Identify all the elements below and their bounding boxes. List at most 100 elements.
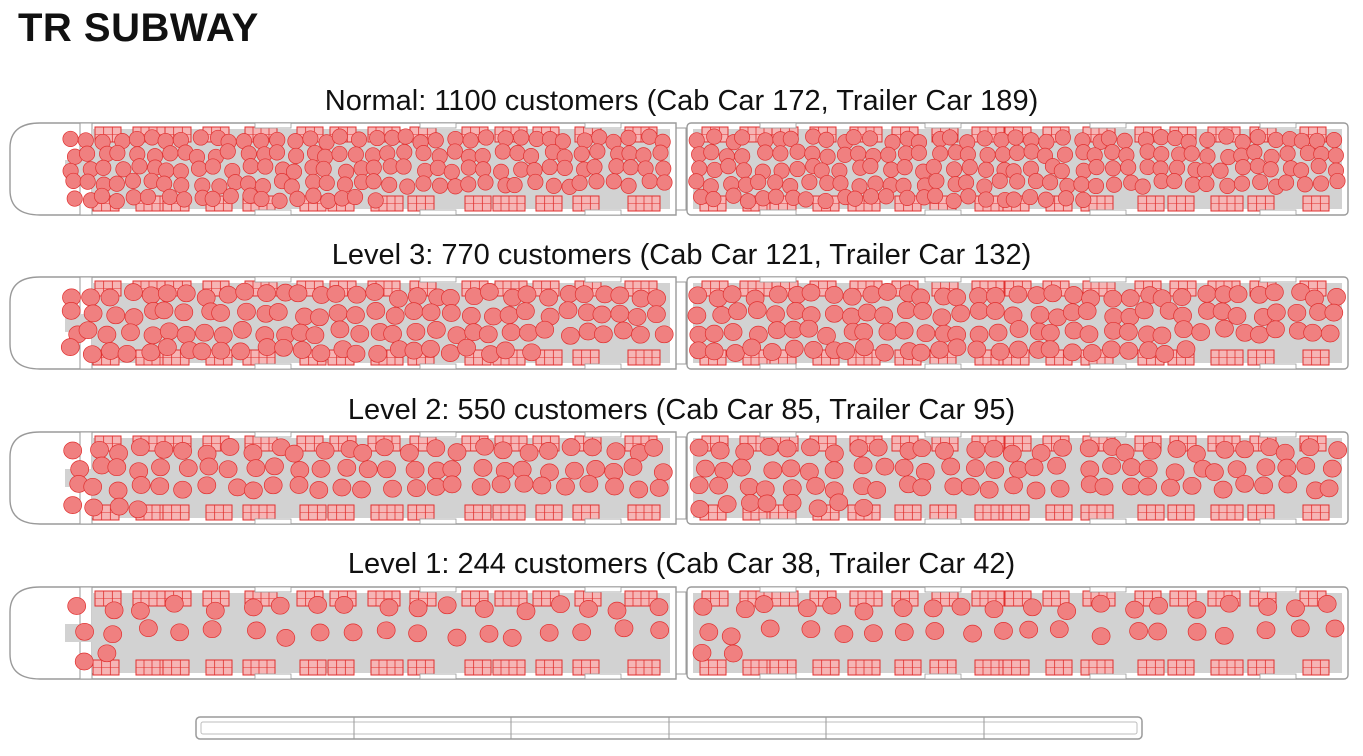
passenger-marker [527, 173, 544, 190]
passenger-marker [158, 338, 177, 356]
passenger-marker [741, 494, 760, 512]
passenger-marker [1212, 162, 1229, 179]
passenger-marker [1191, 323, 1211, 341]
passenger-marker [1153, 129, 1170, 146]
passenger-marker [849, 439, 869, 457]
passenger-marker [473, 459, 493, 477]
passenger-marker [270, 596, 290, 615]
door-bottom [419, 363, 457, 370]
passenger-marker [446, 143, 464, 160]
passenger-marker [579, 474, 599, 493]
passenger-marker [350, 131, 368, 148]
passenger-marker [310, 623, 330, 642]
passenger-marker [878, 188, 895, 205]
passenger-marker [108, 481, 128, 500]
passenger-marker [79, 173, 96, 190]
seat-group [1137, 659, 1165, 676]
passenger-marker [496, 341, 515, 360]
passenger-marker [689, 341, 708, 360]
passenger-marker [1215, 319, 1234, 338]
passenger-marker [1009, 320, 1029, 338]
passenger-marker [842, 287, 862, 306]
passenger-marker [1004, 476, 1023, 495]
passenger-marker [709, 476, 728, 495]
passenger-marker [150, 477, 170, 496]
passenger-marker [1153, 146, 1170, 163]
seat-group [1167, 659, 1195, 676]
passenger-marker [440, 344, 460, 362]
passenger-marker [875, 343, 894, 362]
passenger-marker [1252, 173, 1269, 191]
passenger-marker [1104, 144, 1121, 161]
door-top [1259, 276, 1297, 283]
passenger-marker [1233, 175, 1251, 192]
passenger-marker [789, 160, 806, 178]
passenger-marker [736, 600, 755, 619]
passenger-marker [218, 460, 238, 479]
passenger-marker [408, 599, 428, 618]
level-label-level-3: Level 3: 770 customers (Cab Car 121, Tra… [331, 239, 1032, 271]
passenger-marker [988, 323, 1008, 342]
seat-group [572, 349, 600, 366]
passenger-marker [605, 173, 622, 190]
passenger-marker [1266, 320, 1285, 339]
door-top [759, 586, 797, 593]
passenger-marker [74, 652, 94, 671]
seat-group [327, 659, 355, 676]
passenger-marker [1138, 459, 1158, 478]
seat-group [1002, 659, 1030, 676]
passenger-marker [257, 158, 274, 175]
passenger-marker [1122, 458, 1141, 476]
passenger-marker [128, 500, 148, 519]
door-bottom [254, 209, 292, 216]
passenger-marker [415, 175, 432, 192]
passenger-marker [705, 191, 722, 208]
passenger-marker [1023, 598, 1042, 617]
passenger-marker [693, 597, 713, 616]
passenger-marker [199, 457, 219, 476]
door-bottom [1089, 209, 1127, 216]
cab-car [9, 122, 677, 216]
passenger-marker [1227, 307, 1247, 325]
door-bottom [924, 673, 962, 680]
passenger-marker [1161, 478, 1180, 497]
passenger-marker [894, 458, 914, 477]
passenger-marker [1319, 479, 1339, 498]
passenger-marker [131, 158, 148, 175]
passenger-marker [288, 147, 305, 164]
passenger-marker [315, 160, 332, 177]
passenger-marker [1042, 174, 1059, 191]
passenger-marker [757, 494, 777, 513]
passenger-marker [578, 322, 598, 341]
passenger-marker [703, 144, 720, 161]
passenger-marker [1094, 477, 1114, 496]
passenger-marker [497, 130, 514, 147]
passenger-marker [1009, 173, 1026, 190]
passenger-marker [494, 143, 511, 160]
passenger-marker [635, 147, 652, 164]
passenger-marker [125, 189, 142, 206]
passenger-marker [442, 460, 462, 478]
door-bottom [924, 518, 962, 525]
seat-group [812, 659, 840, 676]
passenger-marker [551, 595, 570, 614]
passenger-marker [808, 499, 828, 518]
passenger-marker [1134, 178, 1151, 195]
passenger-marker [1278, 475, 1298, 494]
passenger-marker [768, 285, 788, 304]
passenger-marker [315, 441, 335, 460]
passenger-marker [960, 477, 980, 496]
seat-group [1210, 195, 1244, 212]
passenger-marker [1009, 144, 1026, 161]
passenger-marker [1040, 340, 1060, 359]
passenger-marker [1041, 323, 1060, 342]
passenger-marker [1057, 190, 1075, 207]
train-diagram-level-2 [9, 431, 1349, 525]
passenger-marker [509, 145, 526, 162]
passenger-marker [655, 160, 672, 177]
passenger-marker [365, 173, 382, 190]
door-top [419, 122, 457, 129]
seat-group [1137, 195, 1165, 212]
passenger-marker [1254, 476, 1273, 495]
door-bottom [1089, 518, 1127, 525]
